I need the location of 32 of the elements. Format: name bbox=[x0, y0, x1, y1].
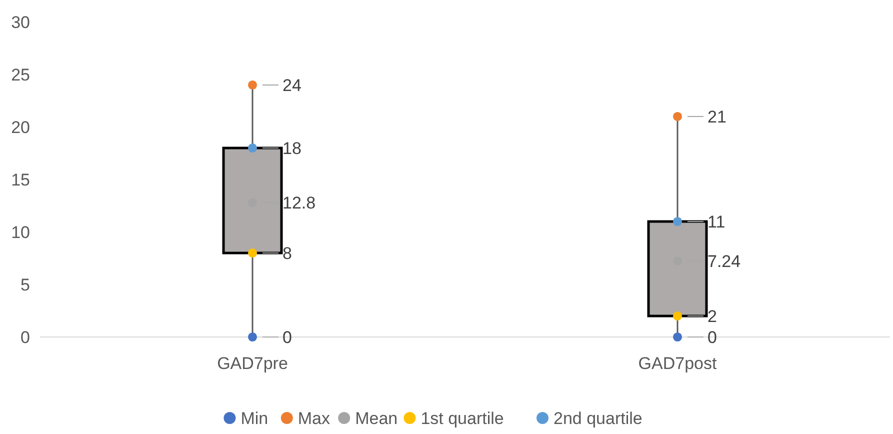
y-tick-label: 0 bbox=[20, 328, 30, 347]
y-tick-label: 25 bbox=[11, 65, 30, 84]
x-tick-label: GAD7post bbox=[638, 354, 717, 373]
data-label: 0 bbox=[282, 328, 292, 347]
data-label: 24 bbox=[282, 76, 302, 95]
legend-label: 2nd quartile bbox=[554, 409, 642, 428]
point bbox=[248, 143, 258, 153]
data-label: 11 bbox=[708, 212, 726, 232]
legend-label: Mean bbox=[355, 409, 398, 428]
data-label: 21 bbox=[708, 107, 726, 126]
y-tick-label: 15 bbox=[11, 170, 30, 190]
y-tick-label: 5 bbox=[20, 275, 30, 294]
data-label: 8 bbox=[282, 244, 292, 263]
legend-label: Max bbox=[298, 409, 331, 428]
point bbox=[248, 80, 258, 90]
point bbox=[248, 332, 258, 342]
data-label: 12.8 bbox=[282, 194, 316, 213]
y-tick-label: 20 bbox=[11, 118, 30, 137]
data-label: 0 bbox=[708, 328, 717, 347]
legend-label: Min bbox=[240, 409, 268, 428]
point bbox=[248, 248, 258, 258]
data-label: 7.24 bbox=[708, 252, 741, 271]
y-tick-label: 30 bbox=[11, 12, 30, 32]
legend-label: 1st quartile bbox=[420, 409, 504, 428]
data-label: 18 bbox=[282, 138, 302, 158]
x-tick-label: GAD7pre bbox=[217, 354, 288, 373]
point bbox=[672, 332, 682, 342]
point bbox=[672, 311, 682, 321]
point bbox=[672, 112, 682, 122]
point bbox=[672, 216, 682, 226]
data-label: 2 bbox=[708, 306, 717, 326]
y-tick-label: 10 bbox=[11, 222, 30, 242]
